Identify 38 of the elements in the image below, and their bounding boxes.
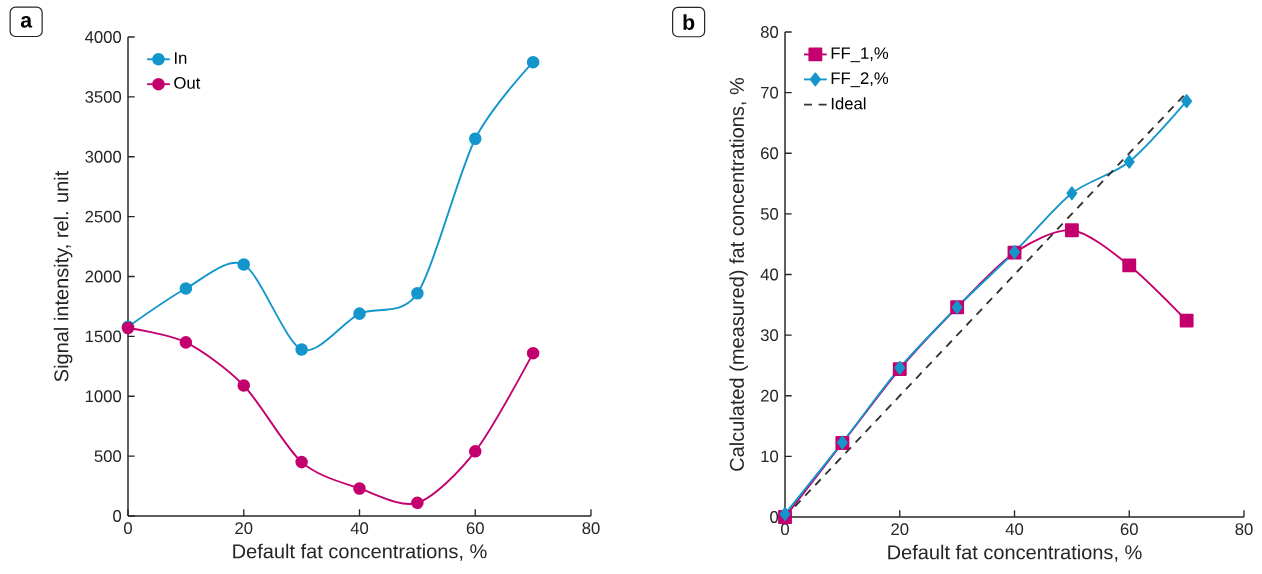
- y-tick-label: 30: [760, 329, 779, 342]
- legend-label: FF_2,%: [831, 72, 889, 88]
- y-tick-label: 1000: [85, 390, 122, 403]
- y-tick-label: 70: [761, 86, 779, 99]
- y-tick-label: 10: [761, 450, 779, 463]
- chart-title: b: [683, 14, 695, 30]
- y-tick-label: 40: [760, 268, 779, 281]
- y-tick-label: 500: [94, 450, 122, 463]
- x-tick-label: 40: [1005, 523, 1024, 536]
- legend-label: FF_1,%: [831, 47, 889, 63]
- x-tick-label: 60: [1120, 523, 1138, 536]
- y-tick-label: 80: [760, 26, 779, 38]
- y-tick-label: 3000: [85, 150, 122, 163]
- y-tick-label: 0: [770, 511, 779, 523]
- y-tick-label: 3500: [85, 90, 122, 103]
- y-tick-label: 0: [113, 510, 122, 522]
- y-tick-label: 4000: [85, 31, 122, 43]
- y-tick-label: 1500: [85, 330, 122, 343]
- y-axis-title: Signal intensity, rel. unit: [53, 170, 73, 382]
- x-tick-label: 0: [124, 522, 132, 535]
- legend-label: In: [175, 52, 187, 64]
- x-tick-label: 60: [466, 522, 484, 535]
- legend-label: Out: [174, 77, 201, 89]
- x-tick-label: 20: [891, 523, 909, 536]
- legend-label: Ideal: [831, 97, 866, 110]
- x-tick-label: 40: [350, 522, 369, 535]
- x-tick-label: 80: [582, 522, 600, 535]
- y-tick-label: 2500: [85, 210, 122, 223]
- y-tick-label: 20: [761, 389, 779, 402]
- x-tick-label: 80: [1235, 523, 1253, 536]
- x-axis-title: Default fat concentrations, %: [233, 543, 487, 561]
- y-tick-label: 50: [760, 207, 779, 220]
- y-tick-label: 60: [761, 147, 779, 160]
- y-axis-title: Calculated (measured) fat concentrations, %: [729, 77, 748, 471]
- y-tick-label: 2000: [85, 270, 122, 283]
- x-axis-title: Default fat concentrations, %: [888, 544, 1142, 562]
- chart-title: a: [20, 15, 33, 28]
- x-tick-label: 20: [235, 522, 253, 535]
